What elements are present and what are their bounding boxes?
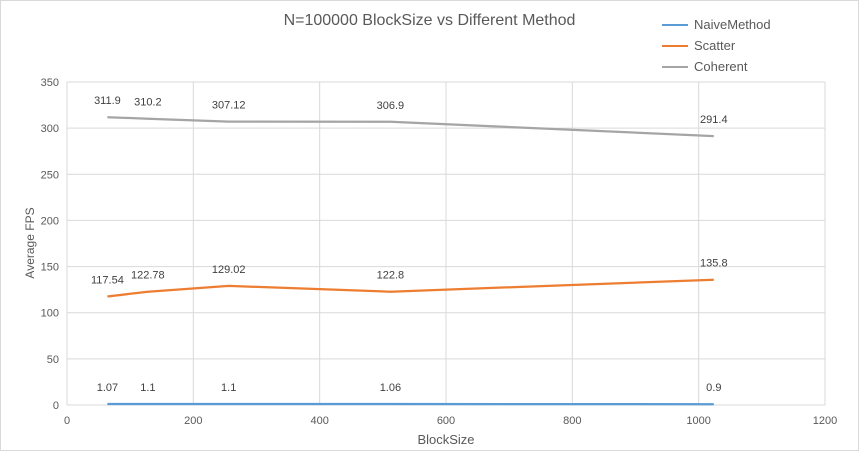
legend: NaiveMethod Scatter Coherent [662, 14, 771, 77]
data-label-coherent: 306.9 [377, 100, 405, 112]
x-tick-label: 1200 [813, 415, 837, 427]
series-line-scatter [107, 278, 714, 298]
y-tick-label: 250 [41, 169, 59, 181]
legend-item-naive: NaiveMethod [662, 14, 771, 35]
data-label-scatter: 122.78 [131, 270, 165, 282]
data-label-naivemethod: 1.07 [97, 382, 118, 394]
legend-item-scatter: Scatter [662, 35, 771, 56]
legend-item-coherent: Coherent [662, 56, 771, 77]
data-label-coherent: 310.2 [134, 97, 162, 109]
data-label-scatter: 117.54 [91, 275, 124, 287]
x-tick-label: 800 [563, 415, 581, 427]
y-tick-label: 150 [41, 262, 59, 274]
legend-label-naive: NaiveMethod [694, 17, 771, 32]
x-tick-label: 1000 [686, 415, 710, 427]
y-tick-label: 350 [41, 77, 59, 89]
data-label-coherent: 307.12 [212, 100, 246, 112]
x-tick-label: 400 [310, 415, 328, 427]
legend-label-coherent: Coherent [694, 59, 748, 74]
data-label-coherent: 311.9 [94, 95, 121, 107]
legend-swatch-coherent [662, 65, 688, 68]
data-label-coherent: 291.4 [700, 114, 728, 126]
x-tick-label: 200 [184, 415, 202, 427]
legend-label-scatter: Scatter [694, 38, 736, 53]
data-label-scatter: 122.8 [377, 270, 405, 282]
data-label-naivemethod: 1.1 [140, 382, 155, 394]
y-tick-label: 0 [53, 400, 59, 412]
legend-swatch-scatter [662, 44, 688, 47]
y-tick-label: 200 [41, 215, 59, 227]
y-tick-label: 300 [41, 123, 59, 135]
legend-swatch-naive [662, 23, 688, 26]
data-label-naivemethod: 0.9 [706, 382, 721, 394]
y-tick-label: 100 [41, 308, 59, 320]
data-label-scatter: 135.8 [700, 258, 728, 270]
series-line-coherent [107, 116, 714, 138]
data-label-scatter: 129.02 [212, 264, 246, 276]
y-tick-label: 50 [47, 354, 59, 366]
data-label-naivemethod: 1.1 [221, 382, 236, 394]
data-label-naivemethod: 1.06 [380, 382, 401, 394]
x-tick-label: 0 [64, 415, 70, 427]
x-tick-label: 600 [437, 415, 455, 427]
chart-title: N=100000 BlockSize vs Different Method [283, 12, 576, 29]
x-axis-label: BlockSize [417, 432, 475, 447]
